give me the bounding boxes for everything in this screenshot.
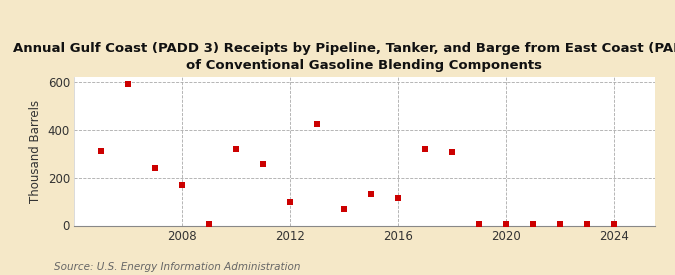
Point [609,222,620,227]
Title: Annual Gulf Coast (PADD 3) Receipts by Pipeline, Tanker, and Barge from East Coa: Annual Gulf Coast (PADD 3) Receipts by P… [14,42,675,72]
Point [582,222,593,227]
Point [204,222,215,227]
Point [393,196,404,200]
Y-axis label: Thousand Barrels: Thousand Barrels [29,100,43,203]
Text: Source: U.S. Energy Information Administration: Source: U.S. Energy Information Administ… [54,262,300,272]
Point [339,207,350,211]
Point [96,149,107,153]
Point [474,222,485,227]
Point [501,222,512,227]
Point [123,82,134,86]
Point [150,166,161,170]
Point [258,162,269,167]
Point [528,222,539,227]
Point [420,147,431,151]
Point [447,150,458,155]
Point [555,222,566,227]
Point [312,122,323,126]
Point [177,183,188,187]
Point [231,147,242,151]
Point [366,192,377,197]
Point [285,199,296,204]
